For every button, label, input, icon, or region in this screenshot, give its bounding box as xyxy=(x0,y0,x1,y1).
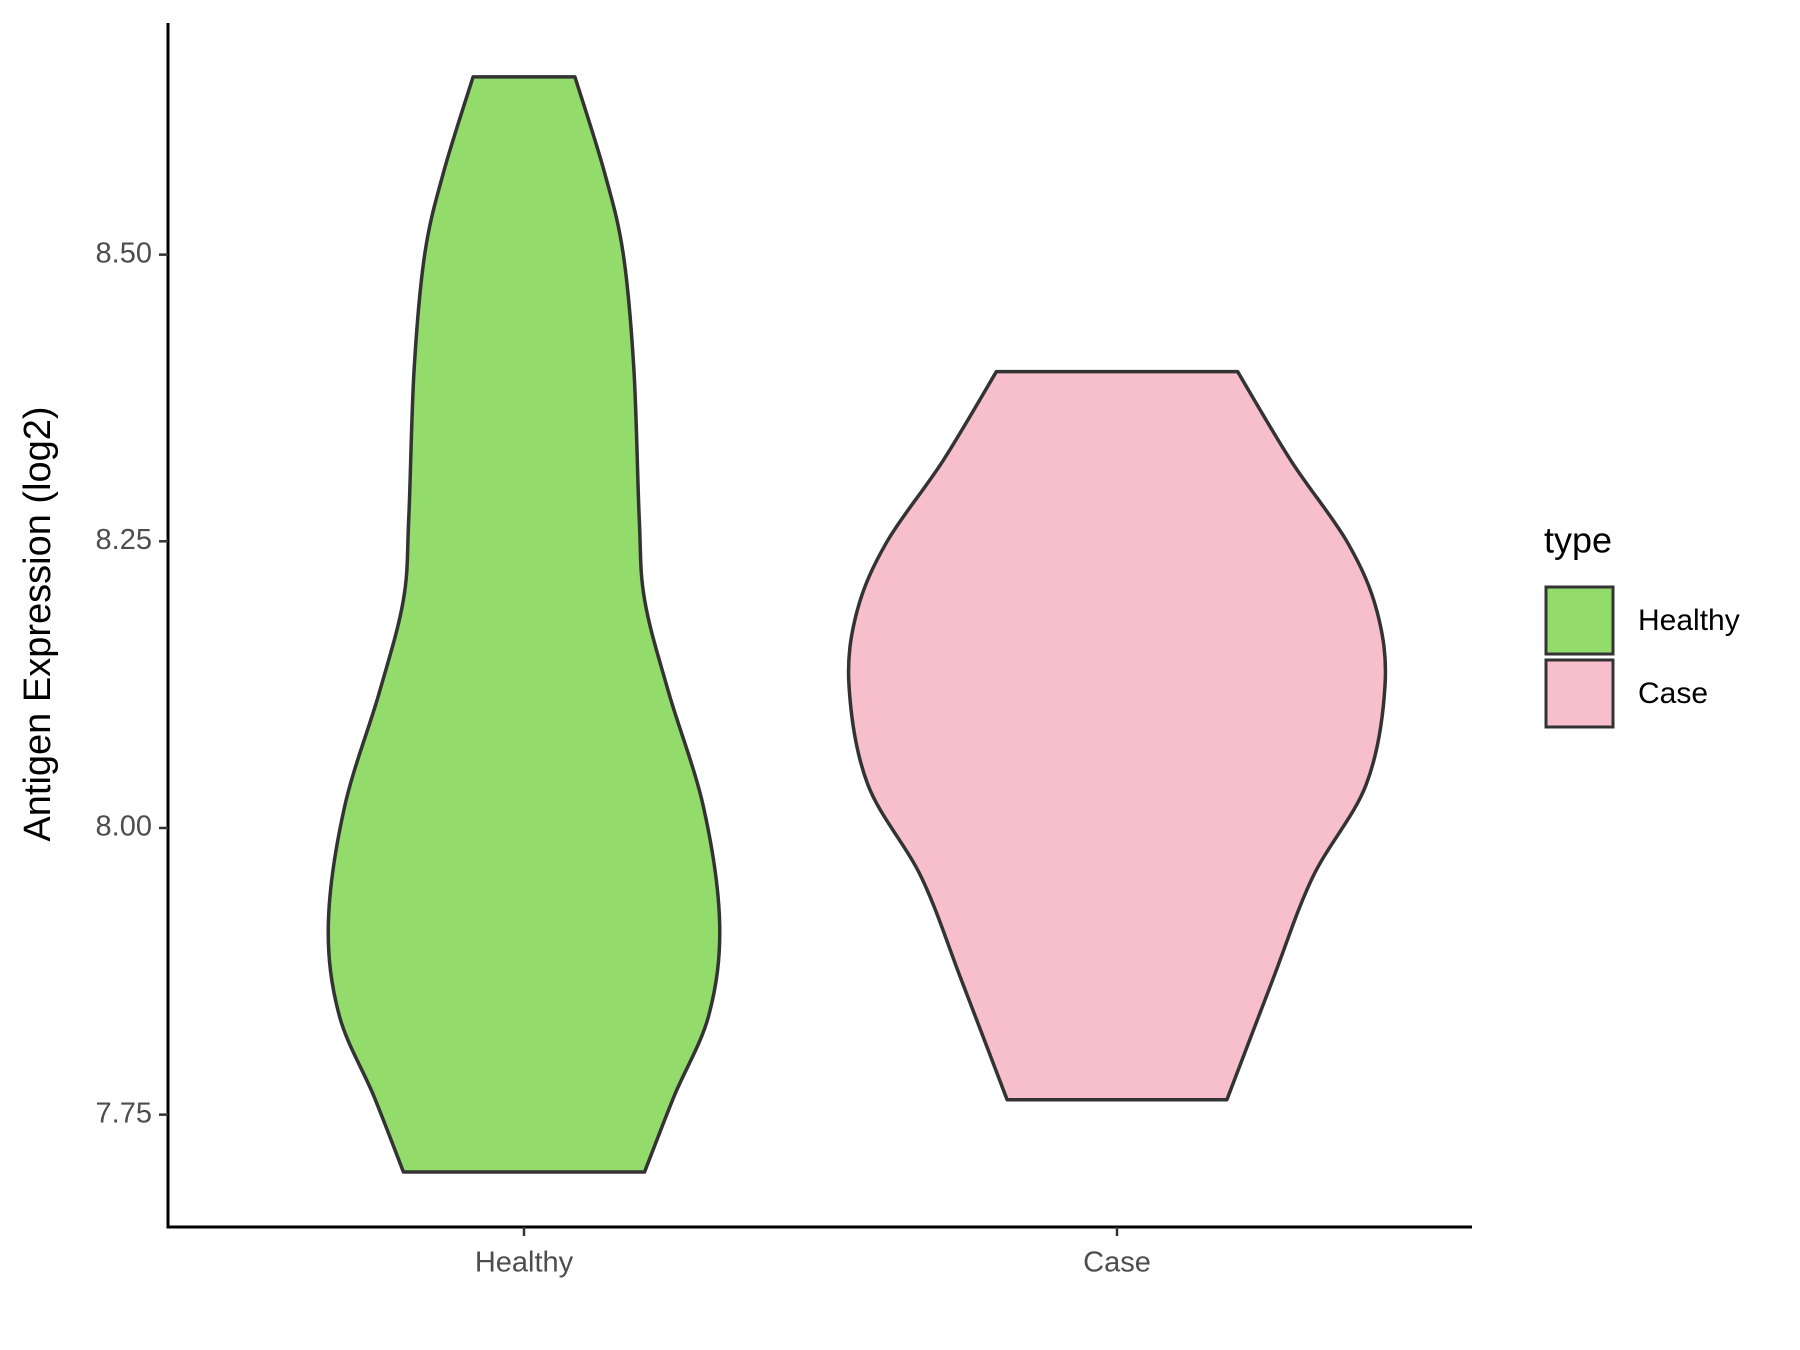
legend-label: Case xyxy=(1638,677,1708,710)
legend-key xyxy=(1544,658,1615,729)
x-tick-label: Healthy xyxy=(475,1247,574,1279)
y-tick-label: 8.00 xyxy=(96,811,152,843)
legend-title: type xyxy=(1544,520,1612,561)
y-axis-title: Antigen Expression (log2) xyxy=(17,406,59,841)
y-tick-label: 8.50 xyxy=(96,237,152,269)
violin xyxy=(326,75,722,1174)
legend-key xyxy=(1544,585,1615,656)
violin xyxy=(846,369,1388,1102)
y-tick-label: 7.75 xyxy=(96,1097,152,1129)
legend-label: Healthy xyxy=(1638,604,1740,637)
y-tick-label: 8.25 xyxy=(96,524,152,556)
x-tick-label: Case xyxy=(1083,1247,1151,1279)
